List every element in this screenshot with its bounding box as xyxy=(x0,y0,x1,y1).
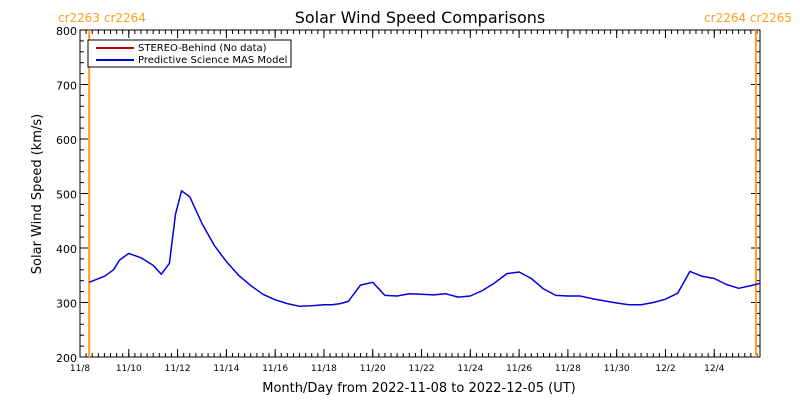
x-tick-label: 11/20 xyxy=(360,364,386,374)
y-tick-label: 700 xyxy=(56,80,77,93)
x-tick-label: 11/30 xyxy=(604,364,630,374)
y-tick-label: 500 xyxy=(56,189,77,202)
rotation-label-right: cr2264 cr2265 xyxy=(704,11,792,25)
x-tick-label: 11/28 xyxy=(555,364,581,374)
y-axis-title: Solar Wind Speed (km/s) xyxy=(30,114,45,274)
x-tick-label: 12/4 xyxy=(704,364,724,374)
x-tick-label: 11/16 xyxy=(262,364,288,374)
plot-frame xyxy=(79,29,761,358)
legend: STEREO-Behind (No data) Predictive Scien… xyxy=(87,39,292,68)
y-tick-label: 400 xyxy=(56,243,77,256)
y-tick-label: 300 xyxy=(56,298,77,311)
legend-label-mas: Predictive Science MAS Model xyxy=(138,55,287,66)
rotation-label-left: cr2263 cr2264 xyxy=(58,11,146,25)
x-axis-title: Month/Day from 2022-11-08 to 2022-12-05 … xyxy=(262,381,575,396)
legend-box xyxy=(87,39,292,68)
x-tick-label: 11/26 xyxy=(506,364,532,374)
legend-label-stereo: STEREO-Behind (No data) xyxy=(138,43,267,54)
axis-ticks: 200 300 400 500 600 700 800 11/8 11/10 11/12 11/14… xyxy=(56,25,760,374)
series-group xyxy=(88,190,761,308)
x-tick-label: 11/22 xyxy=(409,364,435,374)
x-tick-label: 11/14 xyxy=(213,364,239,374)
x-tick-label: 11/12 xyxy=(165,364,191,374)
x-tick-label: 12/2 xyxy=(655,364,675,374)
y-tick-label: 800 xyxy=(56,25,77,38)
x-tick-label: 11/24 xyxy=(457,364,483,374)
x-tick-label: 11/8 xyxy=(70,364,90,374)
rotation-markers xyxy=(88,30,757,357)
y-tick-label: 600 xyxy=(56,134,77,147)
series-line-mas-model xyxy=(88,190,761,308)
y-tick-label: 200 xyxy=(56,352,77,365)
chart-title: Solar Wind Speed Comparisons xyxy=(295,8,546,27)
x-tick-label: 11/10 xyxy=(116,364,142,374)
x-tick-label: 11/18 xyxy=(311,364,337,374)
